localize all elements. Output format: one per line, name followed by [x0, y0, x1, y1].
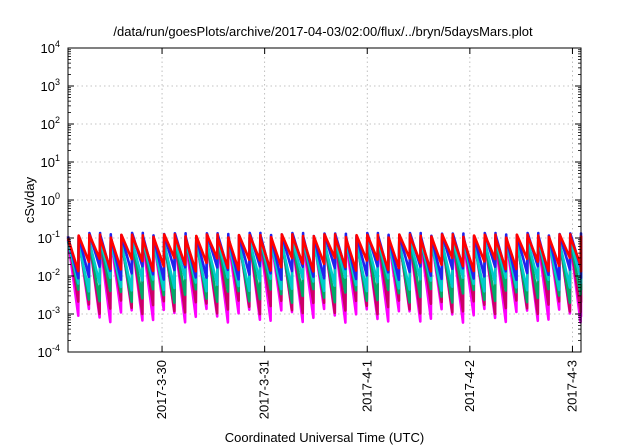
x-axis-label: Coordinated Universal Time (UTC)	[225, 430, 424, 445]
x-tick-label: 2017-4-2	[462, 360, 477, 412]
y-tick-label: 10-2	[38, 267, 60, 284]
chart-title: /data/run/goesPlots/archive/2017-04-03/0…	[113, 24, 533, 39]
y-axis-label: cSv/day	[22, 176, 37, 223]
x-tick-label: 2017-3-30	[154, 360, 169, 419]
y-tick-label: 10-1	[38, 229, 60, 246]
y-tick-label: 10-4	[38, 343, 60, 360]
y-tick-label: 100	[41, 191, 60, 208]
y-tick-label: 103	[41, 77, 60, 94]
x-tick-label: 2017-4-1	[359, 360, 374, 412]
x-tick-label: 2017-3-31	[257, 360, 272, 419]
y-tick-label: 104	[41, 39, 60, 56]
series-group	[66, 231, 583, 324]
y-tick-label: 101	[41, 153, 60, 170]
y-tick-label: 102	[41, 115, 60, 132]
y-tick-label: 10-3	[38, 305, 60, 322]
series-line	[66, 233, 583, 273]
x-axis: 2017-3-30 2017-3-31 2017-4-1 2017-4-2 2017-4…	[154, 48, 579, 419]
x-tick-label: 2017-4-3	[564, 360, 579, 412]
y-axis: 10-4 10-3 10-2 10-1 100 101 102 103 104	[38, 39, 581, 360]
